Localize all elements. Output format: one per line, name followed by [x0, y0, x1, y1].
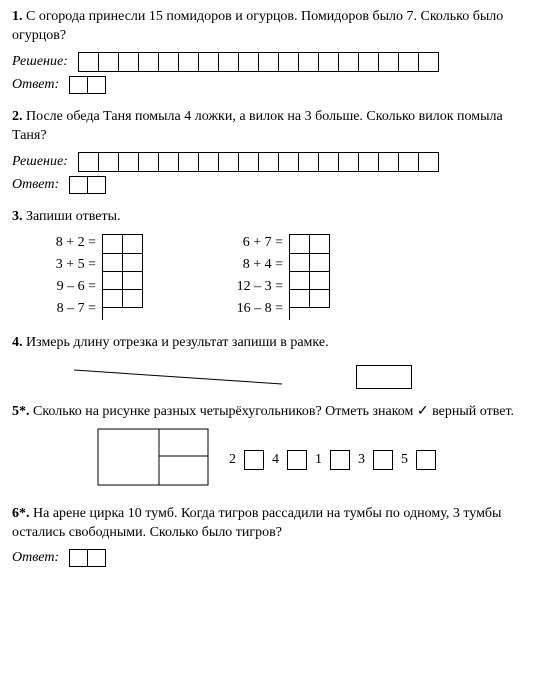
problem-1-solution-row: Решение: [12, 52, 521, 72]
answer-label: Ответ: [12, 77, 59, 93]
solution-label: Решение: [12, 54, 68, 70]
eq: 16 – 8 = [223, 301, 285, 317]
choice-label: 2 [229, 452, 236, 468]
problem-3-num: 3. [12, 209, 23, 224]
problem-1-body: С огорода принесли 15 помидоров и огурцо… [12, 9, 503, 43]
problem-6-answer-row: Ответ: [12, 549, 521, 567]
eq: 8 + 2 = [36, 235, 98, 251]
problem-4-num: 4. [12, 335, 23, 350]
solution-label: Решение: [12, 154, 68, 170]
choice-label: 5 [401, 452, 408, 468]
equations-col-2: 6 + 7 = 8 + 4 = 12 – 3 = 16 – 8 = [223, 232, 330, 320]
problem-2-text: 2. После обеда Таня помыла 4 ложки, а ви… [12, 108, 521, 146]
problem-5-body-2: верный ответ. [432, 404, 514, 419]
eq: 8 + 4 = [223, 257, 285, 273]
eq: 12 – 3 = [223, 279, 285, 295]
choice-label: 4 [272, 452, 279, 468]
equations-col-1: 8 + 2 = 3 + 5 = 9 – 6 = 8 – 7 = [36, 232, 143, 320]
problem-2: 2. После обеда Таня помыла 4 ложки, а ви… [12, 108, 521, 194]
solution-cells[interactable] [78, 52, 439, 72]
segment-figure [72, 366, 286, 388]
problem-4-body: Измерь длину отрезка и результат запиши … [26, 335, 329, 350]
problem-4-text: 4. Измерь длину отрезка и результат запи… [12, 334, 521, 353]
problem-1-text: 1. С огорода принесли 15 помидоров и огу… [12, 8, 521, 46]
problem-1-answer-row: Ответ: [12, 76, 521, 94]
problem-1: 1. С огорода принесли 15 помидоров и огу… [12, 8, 521, 94]
choice-box[interactable] [373, 450, 393, 470]
segment-line [74, 370, 282, 384]
problem-4-figure-row [12, 359, 521, 389]
problem-5-row: 2 4 1 3 5 [12, 428, 521, 491]
answer-cells[interactable] [69, 76, 106, 94]
problem-1-num: 1. [12, 9, 23, 24]
choice-box[interactable] [244, 450, 264, 470]
eq-exprs-col2: 6 + 7 = 8 + 4 = 12 – 3 = 16 – 8 = [223, 232, 285, 320]
problem-6-num: 6*. [12, 506, 30, 521]
choice-label: 1 [315, 452, 322, 468]
eq: 6 + 7 = [223, 235, 285, 251]
problem-2-answer-row: Ответ: [12, 176, 521, 194]
problem-3-equations: 8 + 2 = 3 + 5 = 9 – 6 = 8 – 7 = 6 + 7 = … [12, 232, 521, 320]
problem-2-solution-row: Решение: [12, 152, 521, 172]
eq: 8 – 7 = [36, 301, 98, 317]
problem-6: 6*. На арене цирка 10 тумб. Когда тигров… [12, 505, 521, 567]
choice-label: 3 [358, 452, 365, 468]
answer-cells[interactable] [69, 549, 106, 567]
problem-3-body: Запиши ответы. [26, 209, 121, 224]
eq-exprs-col1: 8 + 2 = 3 + 5 = 9 – 6 = 8 – 7 = [36, 232, 98, 320]
answer-label: Ответ: [12, 177, 59, 193]
eq: 9 – 6 = [36, 279, 98, 295]
quadrilateral-figure [97, 428, 209, 491]
answer-grid-col2[interactable] [289, 234, 330, 320]
problem-4: 4. Измерь длину отрезка и результат запи… [12, 334, 521, 389]
eq: 3 + 5 = [36, 257, 98, 273]
problem-5-num: 5*. [12, 404, 30, 419]
problem-2-body: После обеда Таня помыла 4 ложки, а вилок… [12, 109, 503, 143]
answer-choices: 2 4 1 3 5 [229, 450, 436, 470]
problem-2-num: 2. [12, 109, 23, 124]
check-icon: ✓ [417, 404, 429, 419]
problem-3: 3. Запиши ответы. 8 + 2 = 3 + 5 = 9 – 6 … [12, 208, 521, 321]
problem-6-text: 6*. На арене цирка 10 тумб. Когда тигров… [12, 505, 521, 543]
problem-5-text: 5*. Сколько на рисунке разных четырёхуго… [12, 403, 521, 422]
problem-5-body-1: Сколько на рисунке разных четырёхугольни… [33, 404, 413, 419]
measure-answer-box[interactable] [356, 365, 412, 389]
choice-box[interactable] [416, 450, 436, 470]
answer-label: Ответ: [12, 550, 59, 566]
problem-5: 5*. Сколько на рисунке разных четырёхуго… [12, 403, 521, 491]
problem-3-text: 3. Запиши ответы. [12, 208, 521, 227]
choice-box[interactable] [330, 450, 350, 470]
answer-cells[interactable] [69, 176, 106, 194]
choice-box[interactable] [287, 450, 307, 470]
solution-cells[interactable] [78, 152, 439, 172]
answer-grid-col1[interactable] [102, 234, 143, 320]
problem-6-body: На арене цирка 10 тумб. Когда тигров рас… [12, 506, 501, 540]
